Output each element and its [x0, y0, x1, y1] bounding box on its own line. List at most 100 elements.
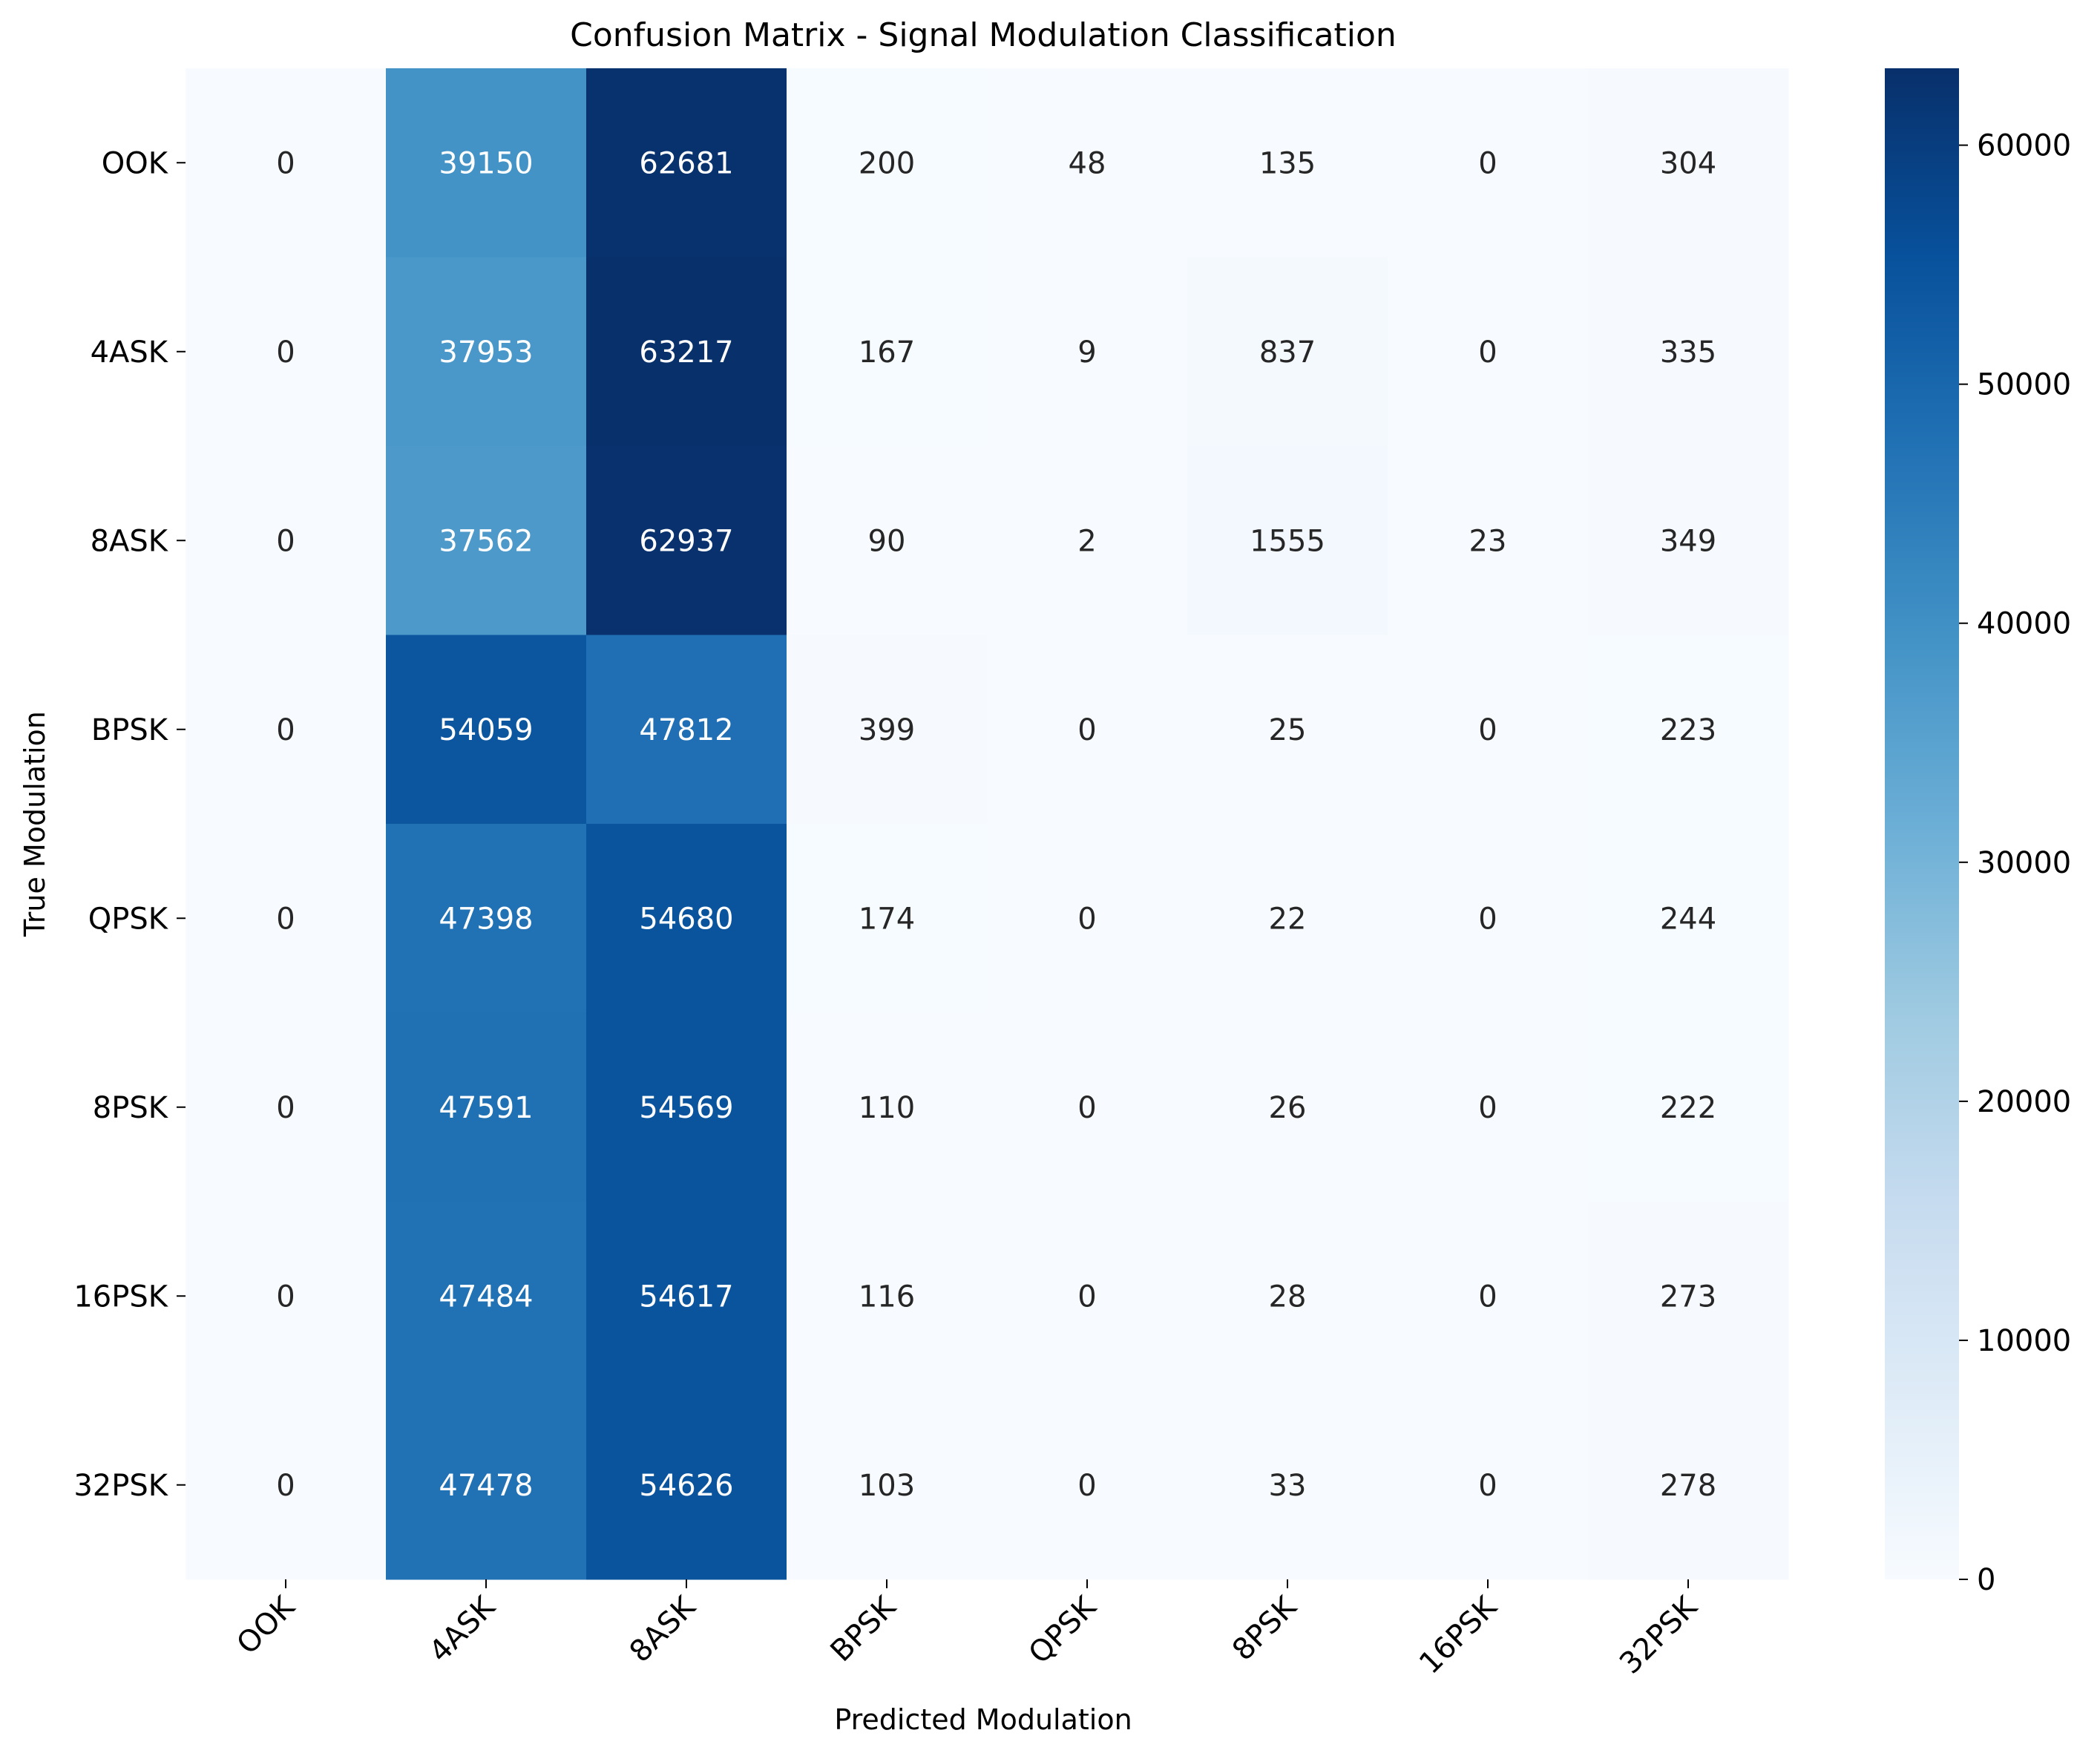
heatmap-cell: [1588, 824, 1789, 1013]
cell-value-label: 0: [1077, 713, 1096, 747]
cell-value-label: 0: [276, 146, 295, 180]
heatmap-cell: [1388, 635, 1589, 825]
x-tick-label: 32PSK: [1613, 1589, 1704, 1680]
heatmap-cell: [1588, 1012, 1789, 1202]
cell-value-label: 110: [859, 1091, 915, 1125]
heatmap-cell: [987, 68, 1188, 258]
cell-value-label: 0: [276, 902, 295, 936]
cell-value-label: 399: [859, 713, 915, 747]
heatmap-cell: [1388, 1012, 1589, 1202]
heatmap-cell: [186, 446, 387, 635]
y-tick-label: QPSK: [88, 902, 169, 936]
cell-value-label: 37562: [439, 524, 533, 558]
heatmap-cell: [1388, 446, 1589, 635]
heatmap-cell: [586, 1202, 787, 1391]
cell-value-label: 22: [1269, 902, 1307, 936]
cell-value-label: 244: [1660, 902, 1716, 936]
colorbar-gradient: [1885, 68, 1959, 1579]
cell-value-label: 0: [276, 524, 295, 558]
heatmap-cell: [1187, 635, 1388, 825]
heatmap-cell: [1388, 1202, 1589, 1391]
cell-value-label: 0: [1077, 902, 1096, 936]
heatmap-cell: [987, 1390, 1188, 1580]
colorbar-tick-label: 20000: [1977, 1085, 2071, 1119]
heatmap-cell: [386, 68, 587, 258]
heatmap-cell: [1588, 1390, 1789, 1580]
cell-value-label: 9: [1077, 335, 1096, 370]
cell-value-label: 0: [276, 1091, 295, 1125]
heatmap-cell: [787, 1012, 988, 1202]
heatmap-cell: [186, 824, 387, 1013]
y-tick-label: 32PSK: [73, 1469, 168, 1503]
heatmap-cell: [987, 257, 1188, 447]
heatmap-cell: [586, 446, 787, 635]
heatmap-cell: [987, 1202, 1188, 1391]
cell-value-label: 48: [1069, 146, 1106, 180]
cell-value-label: 135: [1259, 146, 1316, 180]
heatmap-cell: [1388, 824, 1589, 1013]
cell-value-label: 54626: [639, 1469, 733, 1503]
heatmap-cell: [186, 1390, 387, 1580]
cell-value-label: 54059: [439, 713, 533, 747]
heatmap-cell: [1187, 1390, 1388, 1580]
heatmap-cell: [787, 446, 988, 635]
cell-value-label: 103: [859, 1469, 915, 1503]
heatmap-cell: [1388, 68, 1589, 258]
cell-value-label: 54617: [639, 1280, 733, 1314]
cell-value-label: 273: [1660, 1280, 1716, 1314]
heatmap-cell: [1187, 1202, 1388, 1391]
heatmap-cell: [386, 1390, 587, 1580]
heatmap-cell: [386, 1202, 587, 1391]
x-tick-label: BPSK: [824, 1589, 904, 1668]
cell-value-label: 335: [1660, 335, 1716, 370]
heatmap-cell: [1187, 824, 1388, 1013]
heatmap-cell: [1388, 1390, 1589, 1580]
x-tick-label: OOK: [230, 1589, 302, 1661]
heatmap-cell: [787, 68, 988, 258]
y-tick-label: 16PSK: [73, 1280, 168, 1314]
x-tick-label: 8ASK: [623, 1589, 703, 1669]
cell-value-label: 47484: [439, 1280, 533, 1314]
heatmap-cell: [586, 68, 787, 258]
heatmap-cells: [186, 68, 1789, 1580]
cell-value-label: 0: [1478, 146, 1497, 180]
cell-value-label: 26: [1269, 1091, 1307, 1125]
heatmap-cell: [586, 635, 787, 825]
x-axis-label: Predicted Modulation: [834, 1703, 1132, 1736]
colorbar-tick-label: 50000: [1977, 368, 2071, 402]
x-tick-label: 4ASK: [423, 1589, 503, 1669]
cell-value-label: 37953: [439, 335, 533, 370]
heatmap-cell: [186, 1202, 387, 1391]
heatmap-cell: [787, 257, 988, 447]
cell-value-label: 47478: [439, 1469, 533, 1503]
heatmap-cell: [1187, 68, 1388, 258]
x-axis-ticks: OOK 4ASK 8ASK BPSK QPSK 8PSK 16PSK 32PSK: [230, 1579, 1704, 1681]
heatmap-cell: [987, 446, 1188, 635]
heatmap-cell: [1388, 257, 1589, 447]
colorbar-tick-label: 0: [1977, 1563, 1995, 1597]
colorbar: 0 10000 20000 30000 40000 50000 60000: [1885, 68, 2071, 1597]
cell-value-label: 278: [1660, 1469, 1716, 1503]
cell-value-label: 837: [1259, 335, 1316, 370]
cell-value-label: 0: [276, 335, 295, 370]
heatmap-cell: [787, 1390, 988, 1580]
heatmap-cell: [1588, 68, 1789, 258]
y-tick-label: 4ASK: [91, 335, 169, 370]
colorbar-tick-label: 40000: [1977, 607, 2071, 641]
x-tick-label: QPSK: [1023, 1589, 1104, 1671]
cell-value-label: 23: [1469, 524, 1507, 558]
heatmap-cell: [386, 257, 587, 447]
heatmap-cell: [386, 635, 587, 825]
y-tick-label: OOK: [102, 146, 169, 180]
x-tick-label: 16PSK: [1413, 1589, 1504, 1680]
cell-value-label: 47591: [439, 1091, 533, 1125]
heatmap-cell: [386, 446, 587, 635]
cell-value-label: 0: [276, 1280, 295, 1314]
cell-value-label: 54680: [639, 902, 733, 936]
heatmap-cell: [586, 824, 787, 1013]
heatmap-cell: [1588, 257, 1789, 447]
cell-value-label: 47812: [639, 713, 733, 747]
cell-value-label: 63217: [639, 335, 733, 370]
cell-value-label: 2: [1077, 524, 1096, 558]
colorbar-tick-label: 10000: [1977, 1324, 2071, 1358]
